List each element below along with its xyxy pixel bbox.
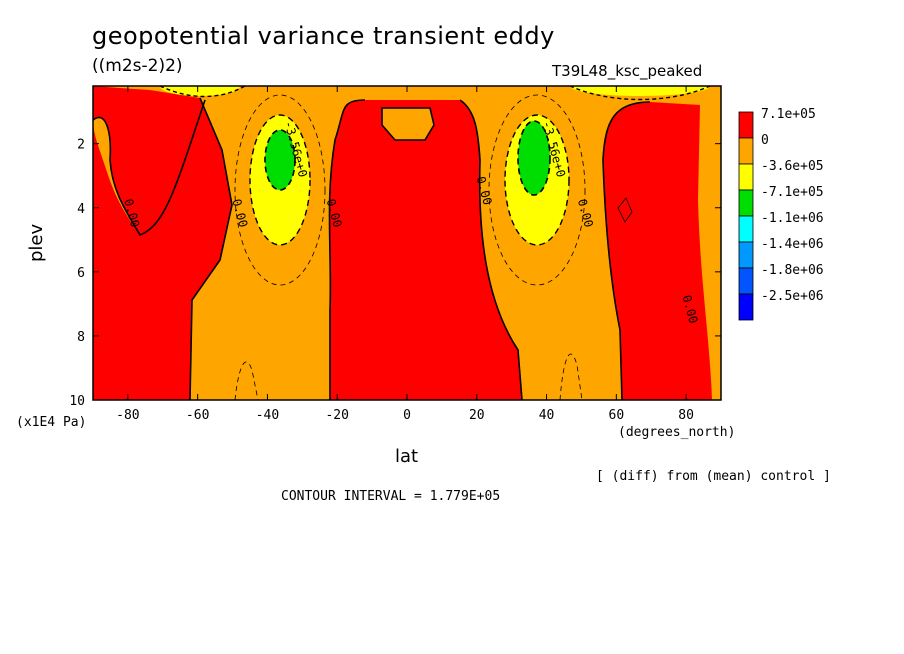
red-region-right <box>603 102 712 400</box>
y-axis-unit: (x1E4 Pa) <box>16 415 87 430</box>
diff-note: [ (diff) from (mean) control ] <box>596 469 831 484</box>
contour-line <box>264 129 296 191</box>
chart-title: geopotential variance transient eddy <box>92 22 555 50</box>
legend-swatch <box>738 241 754 269</box>
contour-line <box>234 361 259 400</box>
contour-line <box>234 94 326 286</box>
legend: 7.1e+05 0 -3.6e+05 -7.1e+05 -1.1e+06 -1.4e+06… <box>738 107 824 321</box>
green-cell-right <box>518 121 550 195</box>
legend-label: 0 <box>761 133 769 148</box>
contour-line <box>381 107 435 141</box>
legend-swatch <box>738 267 754 295</box>
run-name: T39L48_ksc_peaked <box>552 62 703 80</box>
x-axis-label: lat <box>395 446 419 467</box>
legend-swatch <box>738 189 754 217</box>
contour-line <box>517 120 551 196</box>
y-tick-label: 4 <box>77 202 85 217</box>
contour-line <box>602 101 651 400</box>
contour-line <box>488 94 586 286</box>
x-tick-label: 80 <box>678 408 694 423</box>
contour-line-layer <box>93 86 711 400</box>
legend-label: -3.6e+05 <box>761 159 824 174</box>
legend-swatch <box>738 293 754 321</box>
x-axis-unit: (degrees_north) <box>618 425 736 440</box>
contour-line <box>559 353 583 400</box>
legend-swatch <box>738 137 754 165</box>
contour-fill-layer <box>93 86 721 400</box>
contour-line <box>249 114 311 246</box>
red-region-center <box>329 100 522 400</box>
contour-line <box>459 99 523 400</box>
x-tick-label: -20 <box>325 408 348 423</box>
contour-interval: CONTOUR INTERVAL = 1.779E+05 <box>281 489 501 504</box>
red-region-left <box>93 86 232 400</box>
legend-swatch <box>738 215 754 243</box>
orange-pocket-left <box>93 117 140 235</box>
x-tick-label: 60 <box>609 408 625 423</box>
x-tick-label: 0 <box>403 408 411 423</box>
x-tick-label: -40 <box>256 408 279 423</box>
contour-line <box>189 97 233 400</box>
orange-pocket-center <box>382 108 434 140</box>
contour-line <box>617 197 633 223</box>
legend-swatch <box>738 163 754 191</box>
x-tick-label: 20 <box>469 408 485 423</box>
x-tick-label: 40 <box>539 408 555 423</box>
legend-label: -1.4e+06 <box>761 237 824 252</box>
y-ticks: 2 4 6 8 10 <box>69 138 721 409</box>
legend-label: -1.1e+06 <box>761 211 824 226</box>
legend-label: -1.8e+06 <box>761 263 824 278</box>
contour-line <box>569 86 711 101</box>
legend-label: -7.1e+05 <box>761 185 824 200</box>
contour-line <box>93 99 206 236</box>
chart-units: ((m2s-2)2) <box>92 56 183 76</box>
y-tick-label: 2 <box>77 138 85 153</box>
legend-label: 7.1e+05 <box>761 107 816 122</box>
contour-line <box>159 86 246 98</box>
x-tick-label: -80 <box>116 408 139 423</box>
top-band-right <box>570 86 710 96</box>
legend-swatch <box>738 111 754 139</box>
contour-line <box>328 99 366 400</box>
x-tick-label: -60 <box>186 408 209 423</box>
x-ticks: -80 -60 -40 -20 0 20 40 60 80 <box>116 86 694 423</box>
y-tick-label: 10 <box>69 394 85 409</box>
y-tick-label: 8 <box>77 330 85 345</box>
green-cell-left <box>265 130 295 190</box>
legend-label: -2.5e+06 <box>761 289 824 304</box>
y-tick-label: 6 <box>77 266 85 281</box>
contour-line <box>504 114 570 246</box>
